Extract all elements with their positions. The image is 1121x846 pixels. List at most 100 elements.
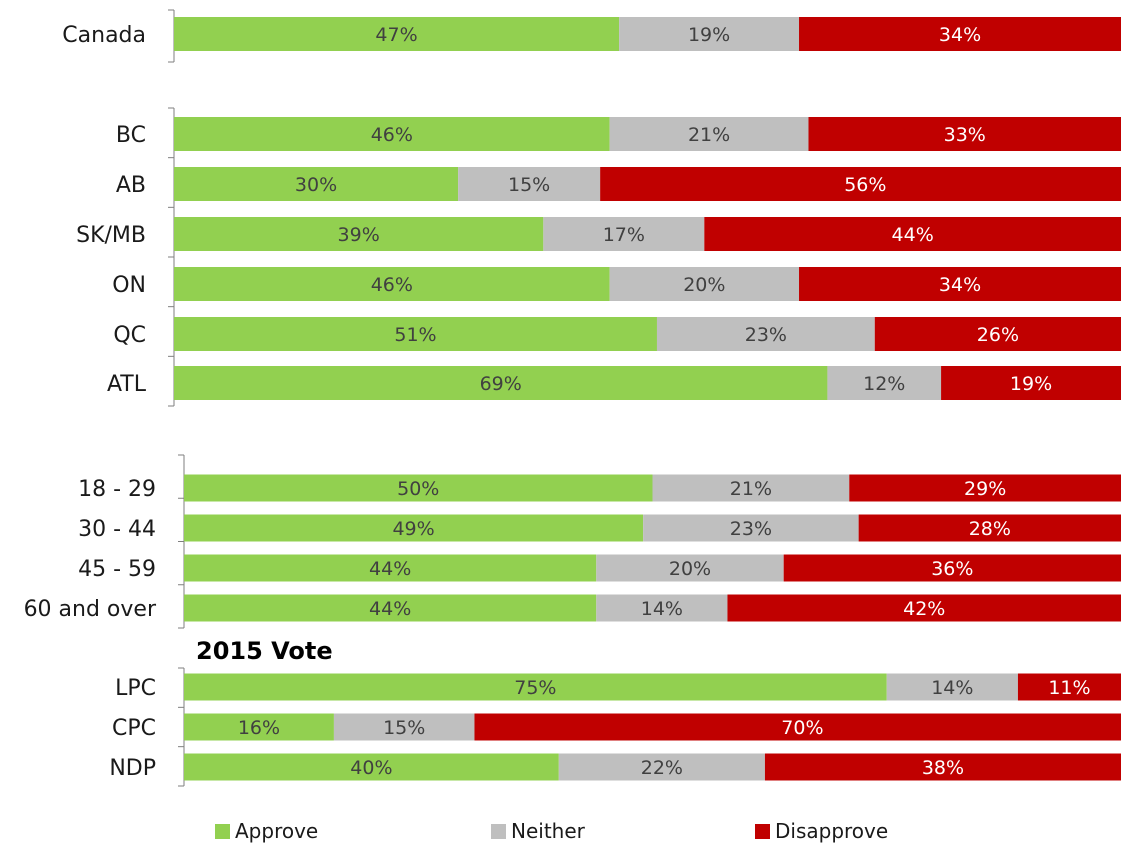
bar-disapprove-lpc (1017, 673, 1121, 701)
bar-approve-lpc (184, 673, 887, 701)
data-label-neither-cpc: 15% (383, 717, 425, 739)
bar-row-bc: BC 46% 21% 33% (116, 117, 1121, 151)
data-label-neither-on: 20% (683, 274, 725, 296)
data-label-approve-ab: 30% (295, 174, 337, 196)
bar-approve-cpc (184, 713, 334, 741)
category-label-canada: Canada (62, 23, 146, 48)
panel-3-axis (178, 454, 185, 629)
legend-item-approve: Approve (215, 819, 318, 843)
data-label-approve-ndp: 40% (350, 757, 392, 779)
bar-neither-on (609, 267, 800, 301)
bar-approve-18-29 (184, 474, 653, 502)
bar-row-on: ON 46% 20% 34% (112, 267, 1121, 301)
legend-label-neither: Neither (511, 819, 586, 843)
panel-4: LPC 75% 14% 11% CPC 16% 15% 70% NDP 40% 22% 38% (109, 667, 1121, 787)
data-label-neither-18-29: 21% (730, 478, 772, 500)
bar-approve-30-44 (184, 514, 644, 542)
data-label-disapprove-ndp: 38% (922, 757, 964, 779)
panel-2: BC 46% 21% 33% AB 30% 15% 56% SK/MB 39% 17% 44% ON 46… (76, 107, 1121, 407)
data-label-approve-qc: 51% (394, 324, 436, 346)
data-label-neither-sk-mb: 17% (603, 224, 645, 246)
bar-neither-cpc (333, 713, 475, 741)
data-label-approve-45-59: 44% (369, 558, 411, 580)
category-label-18-29: 18 - 29 (78, 477, 156, 502)
data-label-disapprove-bc: 33% (944, 124, 986, 146)
data-label-approve-18-29: 50% (397, 478, 439, 500)
chart-panels: Canada 47% 19% 34% BC 46% 21% 33% AB 30% 15% 56% SK/… (24, 9, 1121, 787)
data-label-approve-bc: 46% (371, 124, 413, 146)
bar-approve-on (174, 267, 610, 301)
bar-row-lpc: LPC 75% 14% 11% (115, 673, 1121, 701)
bar-disapprove-on (799, 267, 1121, 301)
data-label-neither-ab: 15% (508, 174, 550, 196)
data-label-disapprove-on: 34% (939, 274, 981, 296)
bar-disapprove-cpc (474, 713, 1121, 741)
legend: Approve Neither Disapprove (215, 819, 888, 843)
data-label-neither-ndp: 22% (641, 757, 683, 779)
bar-row-45-59: 45 - 59 44% 20% 36% (78, 554, 1121, 582)
bar-disapprove-atl (941, 366, 1121, 400)
bar-row-ab: AB 30% 15% 56% (116, 167, 1121, 201)
bar-approve-ndp (184, 753, 559, 781)
data-label-disapprove-lpc: 11% (1048, 677, 1090, 699)
category-label-bc: BC (116, 123, 146, 148)
bar-neither-ab (458, 167, 601, 201)
panel-1: Canada 47% 19% 34% (62, 9, 1121, 63)
category-label-atl: ATL (107, 372, 147, 397)
bar-approve-canada (174, 17, 620, 51)
legend-item-disapprove: Disapprove (755, 819, 888, 843)
data-label-neither-lpc: 14% (931, 677, 973, 699)
bar-approve-qc (174, 317, 657, 351)
data-label-approve-atl: 69% (480, 373, 522, 395)
data-label-neither-canada: 19% (688, 24, 730, 46)
bar-disapprove-bc (808, 117, 1121, 151)
category-label-lpc: LPC (115, 676, 156, 701)
category-label-ab: AB (116, 173, 146, 198)
legend-swatch-neither (491, 824, 506, 839)
legend-label-approve: Approve (235, 819, 318, 843)
bar-disapprove-canada (799, 17, 1121, 51)
bar-approve-atl (174, 366, 828, 400)
data-label-neither-60-and-over: 14% (641, 598, 683, 620)
category-label-qc: QC (113, 323, 146, 348)
data-label-approve-on: 46% (371, 274, 413, 296)
bar-approve-bc (174, 117, 610, 151)
data-label-approve-60-and-over: 44% (369, 598, 411, 620)
bar-neither-bc (609, 117, 809, 151)
bar-disapprove-60-and-over (727, 594, 1121, 622)
legend-swatch-disapprove (755, 824, 770, 839)
bar-row-qc: QC 51% 23% 26% (113, 317, 1121, 351)
bar-approve-sk-mb (174, 217, 544, 251)
bar-row-30-44: 30 - 44 49% 23% 28% (78, 514, 1121, 542)
category-label-30-44: 30 - 44 (78, 517, 156, 542)
bar-approve-60-and-over (184, 594, 597, 622)
bar-disapprove-ndp (764, 753, 1121, 781)
data-label-disapprove-60-and-over: 42% (903, 598, 945, 620)
bar-neither-canada (619, 17, 800, 51)
bar-neither-qc (656, 317, 875, 351)
bar-row-canada: Canada 47% 19% 34% (62, 17, 1121, 51)
bar-neither-lpc (886, 673, 1018, 701)
category-label-sk-mb: SK/MB (76, 223, 146, 248)
category-label-on: ON (112, 273, 146, 298)
data-label-disapprove-18-29: 29% (964, 478, 1006, 500)
data-label-disapprove-30-44: 28% (969, 518, 1011, 540)
data-label-approve-cpc: 16% (238, 717, 280, 739)
bar-row-cpc: CPC 16% 15% 70% (112, 713, 1121, 741)
bar-row-60-and-over: 60 and over 44% 14% 42% (24, 594, 1121, 622)
bar-disapprove-sk-mb (704, 217, 1121, 251)
bar-neither-sk-mb (543, 217, 705, 251)
bar-neither-18-29 (652, 474, 850, 502)
data-label-disapprove-ab: 56% (844, 174, 886, 196)
data-label-disapprove-45-59: 36% (931, 558, 973, 580)
bar-neither-atl (827, 366, 942, 400)
bar-disapprove-45-59 (783, 554, 1121, 582)
bar-neither-60-and-over (596, 594, 728, 622)
category-label-45-59: 45 - 59 (78, 557, 156, 582)
category-label-60-and-over: 60 and over (24, 597, 157, 622)
data-label-disapprove-canada: 34% (939, 24, 981, 46)
data-label-disapprove-atl: 19% (1010, 373, 1052, 395)
data-label-neither-45-59: 20% (669, 558, 711, 580)
data-label-disapprove-cpc: 70% (781, 717, 823, 739)
